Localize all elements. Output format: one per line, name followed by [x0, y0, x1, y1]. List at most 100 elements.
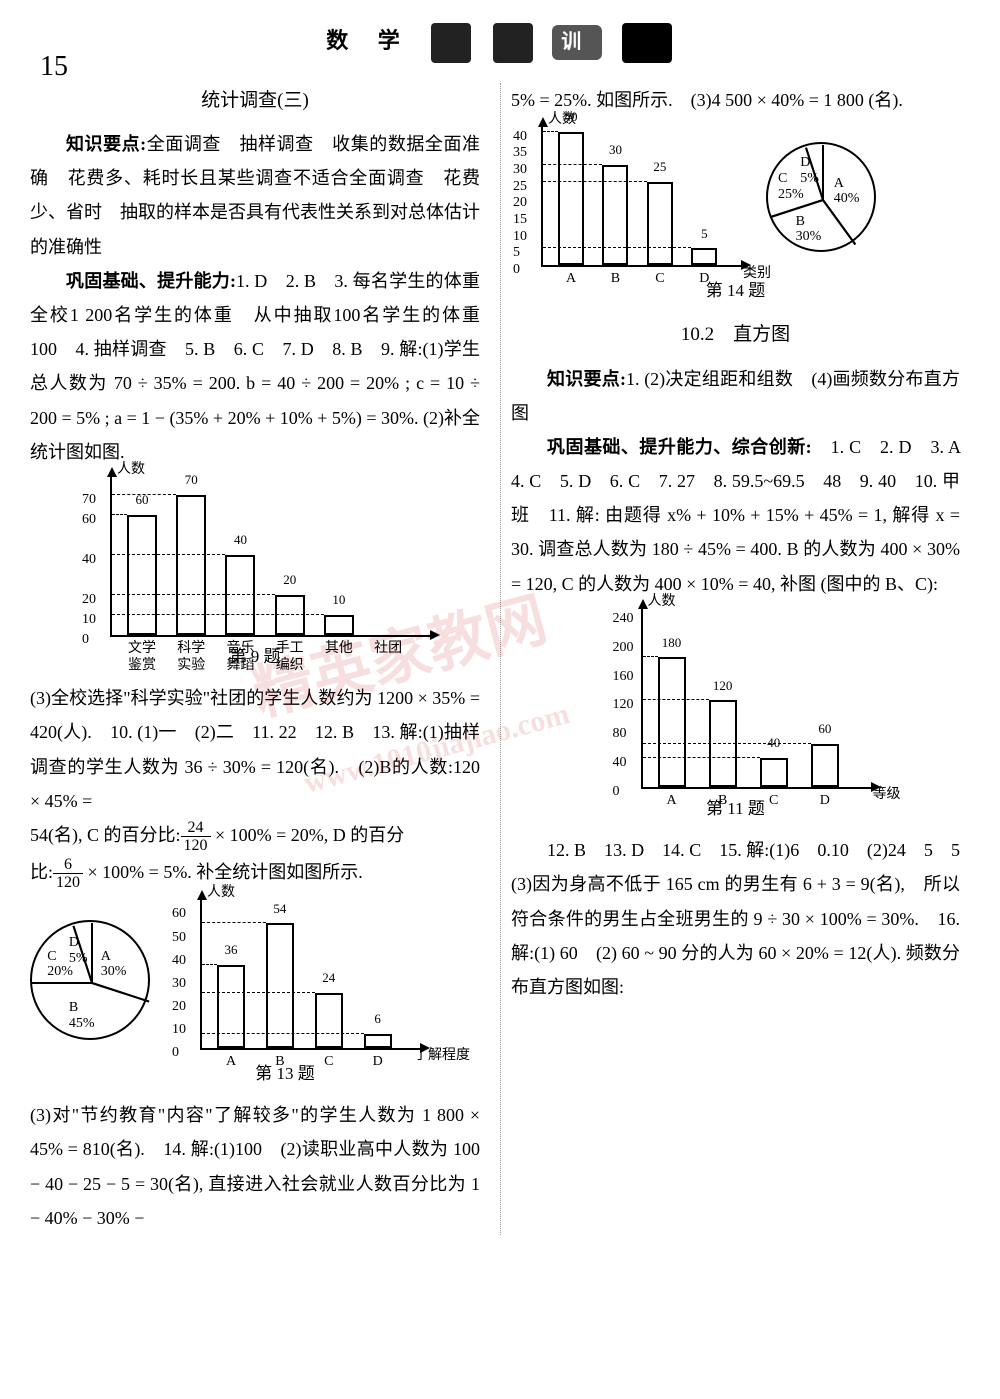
y-tick-label: 20 [82, 587, 96, 614]
right-column: 5% = 25%. 如图所示. (3)4 500 × 40% = 1 800 (… [500, 83, 960, 1235]
pie-slice-label: B 30% [796, 214, 822, 245]
x-tick-label: A [566, 271, 576, 288]
practice-para-2a: (3)全校选择"科学实验"社团的学生人数约为 1200 × 35% = 420(… [30, 681, 480, 818]
page-number: 15 [40, 40, 68, 93]
dashed-guide [112, 554, 225, 555]
y-title: 人数 [117, 457, 145, 484]
x-tick-label: 音乐 舞蹈 [226, 641, 254, 675]
bar-value-label: 10 [332, 588, 345, 613]
bar-value-label: 60 [136, 488, 149, 513]
dashed-guide [112, 494, 176, 495]
dashed-guide [543, 181, 647, 182]
bar-value-label: 6 [374, 1007, 381, 1032]
dashed-guide [202, 992, 315, 993]
dashed-guide [112, 614, 324, 615]
x-tick-label: A [666, 793, 676, 810]
section-title-2: 10.2 直方图 [511, 317, 960, 353]
page-header: 数 学 训 [0, 0, 1000, 63]
frac-2: 6120 [53, 856, 83, 892]
y-tick-label: 30 [172, 971, 186, 998]
y-tick-label: 10 [172, 1017, 186, 1044]
bar-value-label: 25 [653, 155, 666, 180]
bar [266, 923, 294, 1048]
y-tick-label: 20 [172, 994, 186, 1021]
knowledge-para: 知识要点:全面调查 抽样调查 收集的数据全面准确 花费多、耗时长且某些调查不适合… [30, 127, 480, 264]
y-tick-label: 80 [613, 721, 627, 748]
header-decoration-2 [493, 23, 533, 63]
bar [217, 965, 245, 1048]
dashed-guide [643, 757, 760, 758]
bar-value-label: 60 [818, 717, 831, 742]
dashed-guide [543, 164, 602, 165]
bar [558, 132, 584, 265]
chart-14-bars: 人数 类别 051015202530354040A30B25C5D [541, 127, 741, 267]
y-tick-label: 40 [513, 124, 527, 151]
y-arrow-13 [197, 890, 207, 900]
x-tick-label: 文学 鉴赏 [128, 641, 156, 675]
bar-value-label: 70 [185, 468, 198, 493]
x-tick-label: A [226, 1054, 236, 1071]
bar-value-label: 54 [273, 897, 286, 922]
bar [225, 555, 255, 635]
y-title-13: 人数 [207, 880, 235, 907]
bar-value-label: 40 [234, 528, 247, 553]
y-arrow-11 [638, 599, 648, 609]
dashed-guide [543, 131, 558, 132]
practice-para-r2: 巩固基础、提升能力、综合创新: 1. C 2. D 3. A 4. C 5. D… [511, 430, 960, 601]
header-decoration-1 [431, 23, 471, 63]
header-decoration-3: 训 [552, 25, 602, 60]
chart-14: 人数 类别 051015202530354040A30B25C5D A 40%B… [511, 127, 960, 267]
practice-text-2b: 54(名), C 的百分比: [30, 825, 181, 845]
header-decoration-4 [622, 23, 672, 63]
x-tick-label: 科学 实验 [177, 641, 205, 675]
bar-value-label: 24 [322, 966, 335, 991]
practice-label-r: 巩固基础、提升能力、综合创新: [547, 437, 831, 457]
y-tick-label: 40 [82, 547, 96, 574]
bar-value-label: 20 [283, 568, 296, 593]
bar-value-label: 30 [609, 138, 622, 163]
left-column: 统计调查(三) 知识要点:全面调查 抽样调查 收集的数据全面准确 花费多、耗时长… [30, 83, 490, 1235]
dashed-guide [543, 247, 691, 248]
pie-divider [822, 145, 824, 200]
practice-para-1: 巩固基础、提升能力:1. D 2. B 3. 每名学生的体重 全校1 200名学… [30, 264, 480, 469]
x-tick-label: 手工 编织 [276, 641, 304, 675]
practice-para-2b: 54(名), C 的百分比:24120 × 100% = 20%, D 的百分 [30, 818, 480, 855]
practice-text-3: (3)对"节约教育"内容"了解较多"的学生人数为 1 800 × 45% = 8… [30, 1105, 480, 1228]
x-tick-label: 社团 [374, 641, 402, 658]
dashed-guide [643, 743, 811, 744]
bar-value-label: 40 [767, 731, 780, 756]
y-tick-label: 120 [613, 692, 634, 719]
dashed-guide [112, 514, 127, 515]
chart-14-pie: A 40%B 30%C 25%D 5% [766, 142, 876, 252]
bar-value-label: 120 [713, 674, 733, 699]
x-tick-label: C [769, 793, 778, 810]
bar-value-label: 36 [225, 938, 238, 963]
x-tick-label: D [373, 1054, 383, 1071]
pie-slice-label: A 30% [101, 949, 127, 980]
x-tick-label: 其他 [325, 641, 353, 658]
practice-label: 巩固基础、提升能力: [66, 271, 236, 291]
content-columns: 统计调查(三) 知识要点:全面调查 抽样调查 收集的数据全面准确 花费多、耗时长… [0, 63, 1000, 1235]
practice-para-2d: 比:6120 × 100% = 5%. 补全统计图如图所示. [30, 855, 480, 892]
y-tick-label: 0 [613, 779, 620, 806]
dashed-guide [202, 964, 217, 965]
chart-11-caption: 第 11 题 [706, 793, 765, 825]
pie-slice-label: D 5% [800, 155, 819, 186]
x-tick-label: C [324, 1054, 333, 1071]
chart-9: 人数 0102040607060文学 鉴赏70科学 实验40音乐 舞蹈20手工 … [30, 477, 480, 673]
knowledge-label-2: 知识要点: [547, 369, 626, 389]
bar [811, 744, 839, 787]
bar [658, 657, 686, 787]
bar [691, 248, 717, 265]
practice-text-2c: × 100% = 20%, D 的百分 [211, 825, 405, 845]
dashed-guide [112, 594, 275, 595]
y-arrow [107, 467, 117, 477]
chart-13-pie: A 30%B 45%C 20%D 5% [30, 920, 150, 1040]
chart-11: 人数 等级 04080120160200240180A120B40C60D 第 … [511, 609, 960, 825]
y-tick-label: 0 [172, 1040, 179, 1067]
y-arrow-14 [538, 117, 548, 127]
bar-value-label: 40 [565, 105, 578, 130]
knowledge-para-2: 知识要点:1. (2)决定组距和组数 (4)画频数分布直方图 [511, 362, 960, 430]
x-arrow [430, 630, 440, 640]
x-tick-label: B [275, 1054, 284, 1071]
